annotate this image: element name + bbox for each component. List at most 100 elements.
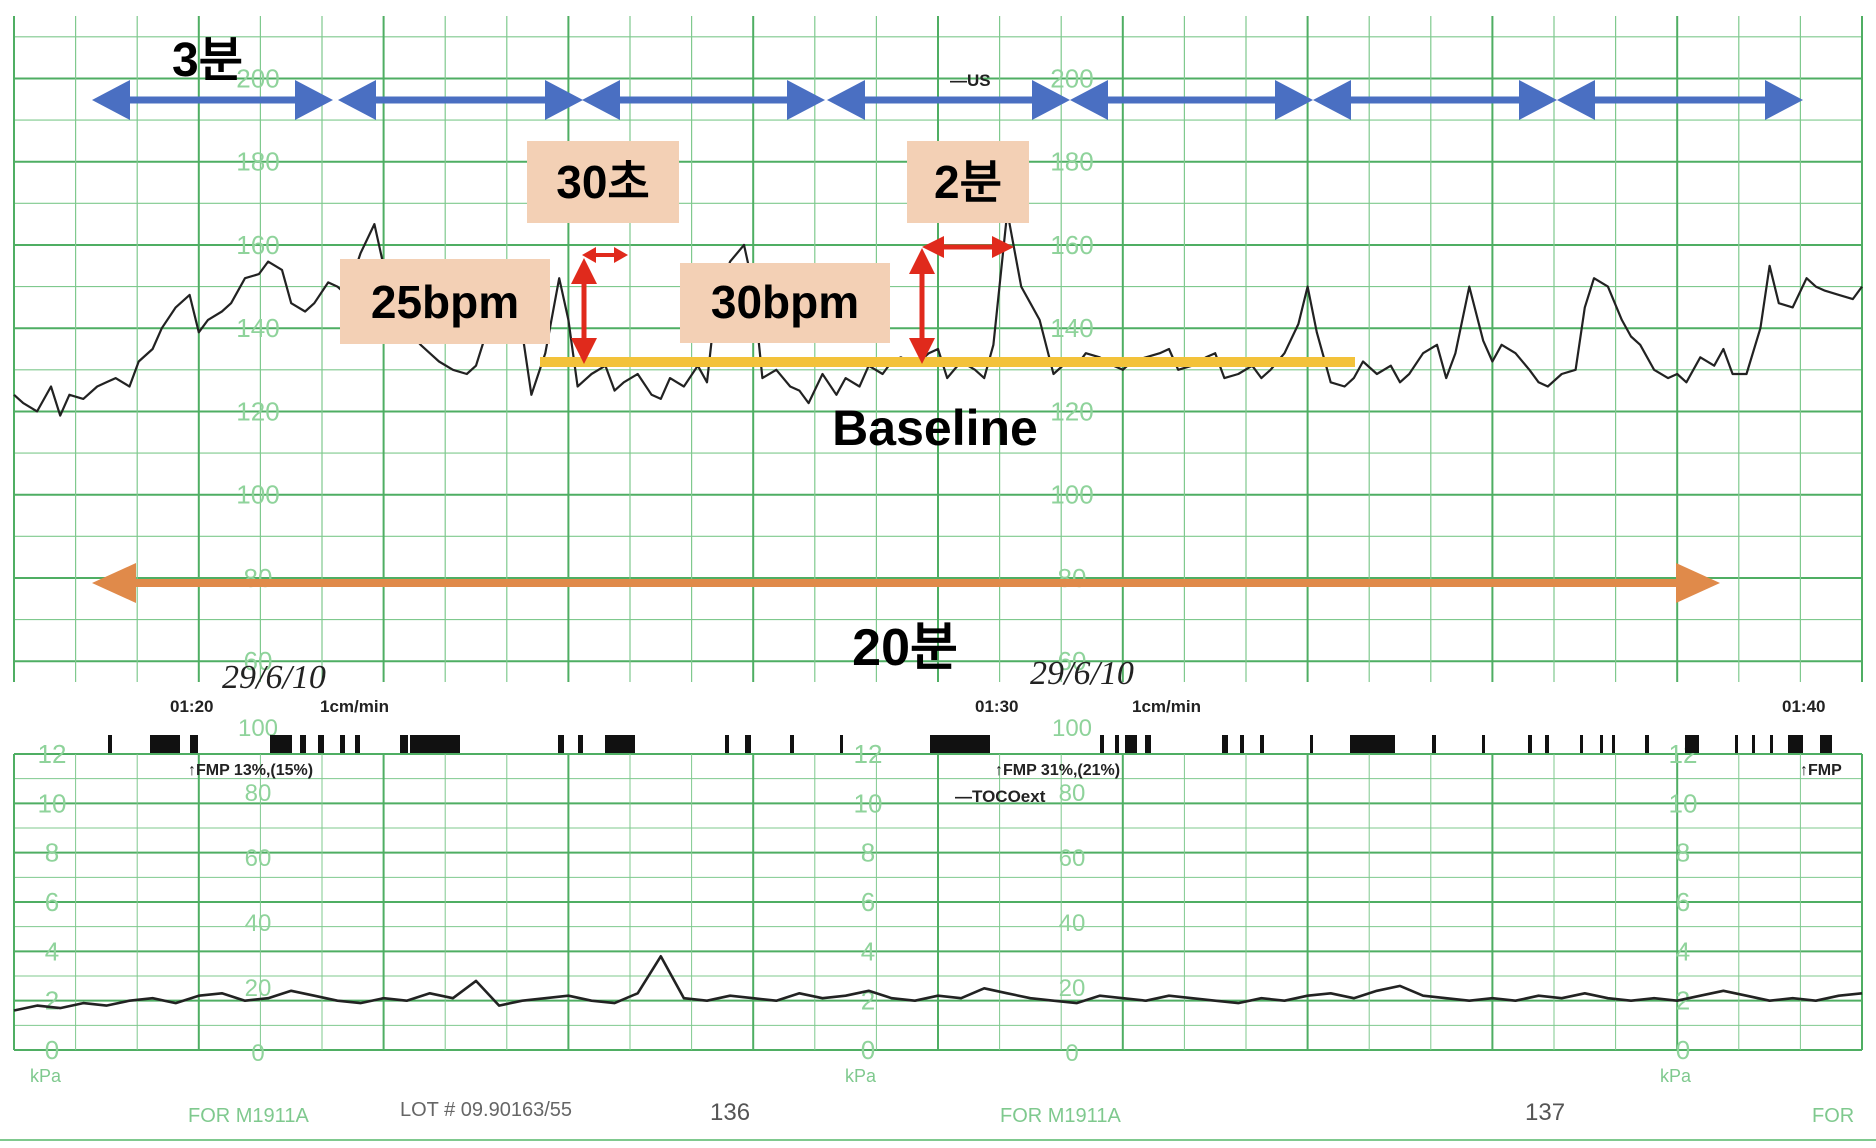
fmp-event-marks [108, 735, 1832, 753]
fhr-tick-label: 180 [236, 147, 279, 177]
duration-arrow-30s-head-right [614, 247, 628, 263]
fmp-mark [410, 735, 460, 753]
interval-arrow [1557, 80, 1803, 120]
label-box-30bpm [680, 263, 890, 343]
total-arrow-head-right [1676, 563, 1720, 603]
label-box-25bpm [340, 259, 550, 344]
fmp-mark [725, 735, 729, 753]
fmp-mark [1350, 735, 1395, 753]
toco-tick-label: 0 [861, 1035, 875, 1065]
duration-arrow-30s [582, 247, 628, 263]
fmp-mark [1310, 735, 1313, 753]
amplitude-arrow-25bpm-head-top [571, 258, 597, 284]
toco-grid [0, 753, 1876, 1141]
footer-page-2: 137 [1525, 1099, 1565, 1126]
interval-arrow-head-right [1032, 80, 1070, 120]
toco-tick-label: 10 [38, 788, 67, 818]
fhr-tick-label: 140 [1050, 313, 1093, 343]
fhr-tick-label: 160 [236, 230, 279, 260]
fmp-mark [1482, 735, 1485, 753]
toco-tick-label: 6 [861, 887, 875, 917]
fmp-mark [300, 735, 306, 753]
total-duration-arrow [92, 563, 1720, 603]
toco-tick-label: 8 [1676, 838, 1690, 868]
fmp-mark [1260, 735, 1264, 753]
toco-tick-label: 12 [854, 739, 883, 769]
annotation-3min: 3분 [172, 34, 243, 87]
fmp-mark [790, 735, 794, 753]
fhr-tick-label: 200 [1050, 63, 1093, 93]
interval-arrow-head-right [295, 80, 333, 120]
toco-tick-label: 8 [861, 838, 875, 868]
fmp-mark [400, 735, 408, 753]
fmp-mark [190, 735, 198, 753]
pressure-tick-label: 60 [1059, 845, 1086, 872]
pressure-tick-label: 0 [251, 1040, 264, 1067]
fmp-mark [1100, 735, 1104, 753]
speed-label-1: 1cm/min [320, 697, 389, 716]
toco-tick-label: 0 [45, 1035, 59, 1065]
pressure-tick-label: 40 [1059, 910, 1086, 937]
fmp-mark [1788, 735, 1800, 753]
kpa-label-1: kPa [30, 1066, 62, 1086]
fmp-mark [1735, 735, 1738, 753]
interval-arrow-head-left [582, 80, 620, 120]
label-box-2min [907, 141, 1029, 223]
pressure-tick-label: 40 [245, 910, 272, 937]
duration-arrow-2min-head-right [992, 236, 1014, 258]
annotation-25bpm: 25bpm [371, 276, 519, 328]
toco-tick-label: 8 [45, 838, 59, 868]
toco-tick-label: 4 [1676, 936, 1690, 966]
fmp-mark [840, 735, 843, 753]
fmp-mark [605, 735, 635, 753]
pressure-tick-label: 20 [1059, 975, 1086, 1002]
toco-tick-label: 4 [861, 936, 875, 966]
interval-arrow-head-left [1070, 80, 1108, 120]
fmp-mark [1820, 735, 1832, 753]
annotation-baseline: Baseline [832, 400, 1038, 456]
total-arrow [92, 563, 1720, 603]
fhr-tick-label: 160 [1050, 230, 1093, 260]
fmp-mark [340, 735, 345, 753]
annotation-20min: 20분 [852, 619, 958, 677]
toco-marker: —TOCOext [955, 787, 1046, 806]
label-box-30s [527, 141, 679, 223]
handwritten-date-1: 29/6/10 [222, 659, 326, 696]
time-label-1: 01:20 [170, 697, 213, 716]
fmp-label-3: ↑FMP [1800, 762, 1842, 779]
fhr-tick-label: 100 [236, 480, 279, 510]
toco-tick-label: 10 [1669, 788, 1698, 818]
interval-arrow-head-left [827, 80, 865, 120]
interval-arrow-head-right [1519, 80, 1557, 120]
amplitude-arrow-30bpm-head-top [909, 248, 935, 274]
interval-arrow [1313, 80, 1557, 120]
amplitude-arrow-30bpm [909, 248, 935, 364]
fmp-mark [1528, 735, 1532, 753]
interval-arrow-head-right [545, 80, 583, 120]
total-arrow-head-left [92, 563, 136, 603]
printed-chart-text: 01:20 1cm/min 01:30 1cm/min 01:40 29/6/1… [30, 71, 1854, 1127]
duration-arrow-2min-head-left [922, 236, 944, 258]
footer-lot: LOT # 09.90163/55 [400, 1099, 572, 1121]
fhr-tick-label: 80 [244, 563, 273, 593]
pressure-tick-label: 60 [245, 845, 272, 872]
time-label-2: 01:30 [975, 697, 1018, 716]
toco-tick-label: 6 [45, 887, 59, 917]
fmp-mark [1600, 735, 1603, 753]
interval-arrow-head-right [1765, 80, 1803, 120]
fmp-mark [1115, 735, 1119, 753]
fmp-mark [1580, 735, 1583, 753]
interval-arrows [92, 80, 1803, 120]
fmp-mark [1645, 735, 1649, 753]
pressure-tick-label: 80 [245, 780, 272, 807]
toco-tick-label: 2 [861, 986, 875, 1016]
footer-for-3: FOR [1812, 1105, 1854, 1127]
interval-arrow [338, 80, 583, 120]
fhr-tick-label: 180 [1050, 147, 1093, 177]
pressure-tick-label: 0 [1065, 1040, 1078, 1067]
amplitude-arrow-25bpm [571, 258, 597, 364]
fhr-tick-label: 100 [1050, 480, 1093, 510]
annotation-30bpm: 30bpm [711, 276, 859, 328]
fmp-mark [745, 735, 751, 753]
toco-tick-label: 4 [45, 936, 59, 966]
